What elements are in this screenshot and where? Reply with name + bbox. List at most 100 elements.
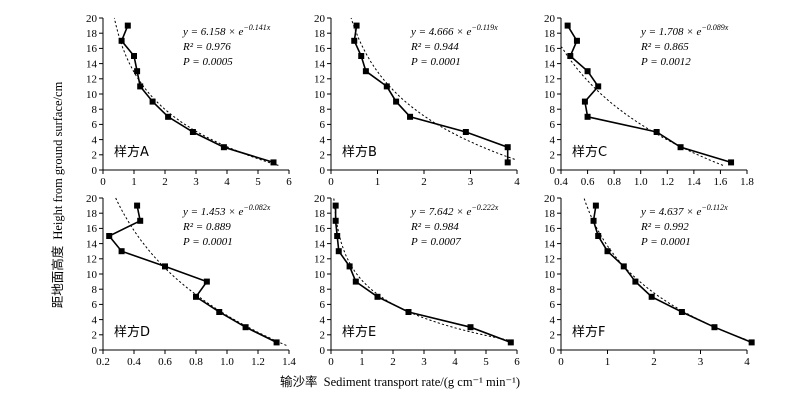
y-tick-label: 8 [92,104,98,116]
y-tick-label: 2 [92,150,98,162]
x-tick-label: 0 [328,176,334,188]
y-tick-label: 0 [320,345,326,357]
data-point [374,293,381,300]
y-tick-label: 14 [86,238,98,250]
data-point [242,324,249,331]
fit-equation-main: y = 1.708 × e [640,26,701,38]
x-tick-label: 1 [131,176,137,188]
y-tick-label: 20 [544,13,556,25]
data-point [353,22,360,29]
data-point [118,37,125,44]
y-tick-label: 2 [550,330,556,342]
data-point [595,83,602,90]
y-tick-label: 12 [544,74,555,86]
y-tick-label: 8 [320,284,326,296]
y-tick-label: 6 [92,119,98,131]
y-tick-label: 14 [544,238,556,250]
y-tick-label: 14 [544,58,556,70]
y-tick-label: 0 [320,165,326,177]
data-point [134,202,141,209]
y-tick-label: 4 [320,134,326,146]
p-value: P = 0.0001 [640,236,691,248]
data-point [351,37,358,44]
x-tick-label: 0.6 [581,176,595,188]
y-tick-label: 18 [314,28,326,40]
data-point [590,217,597,224]
r-squared: R² = 0.984 [410,221,459,233]
data-point [137,83,144,90]
p-value: P = 0.0001 [410,56,461,68]
fit-equation: y = 7.642 × e−0.222x [410,203,499,218]
data-point [595,233,602,239]
y-tick-label: 14 [86,58,98,70]
data-point [106,233,113,239]
data-point [332,202,339,209]
y-tick-label: 18 [544,208,556,220]
x-tick-label: 1.4 [687,176,701,188]
panel-label: 样方A [114,144,149,160]
y-tick-label: 20 [86,193,98,205]
x-tick-label: 6 [514,356,520,368]
x-tick-label: 1.4 [282,356,296,368]
y-tick-label: 20 [86,13,98,25]
data-point [165,113,172,120]
fit-curve [350,17,515,160]
data-point [137,217,144,224]
x-tick-label: 1.8 [740,176,754,188]
data-point [149,98,156,105]
y-tick-label: 12 [314,254,325,266]
observed-line [592,205,752,344]
y-axis-title-cn: 距地面高度 [50,245,65,308]
p-value: P = 0.0012 [640,56,691,68]
data-point [346,263,353,270]
x-tick-label: 2 [162,176,168,188]
x-tick-label: 5 [255,176,261,188]
y-tick-label: 18 [86,28,98,40]
data-point [648,293,655,300]
fit-equation-exponent: −0.222x [471,203,498,212]
y-tick-label: 14 [314,58,326,70]
data-point [358,53,365,59]
y-tick-label: 16 [544,43,556,55]
data-point [584,68,591,75]
fit-equation-exponent: −0.141x [243,23,270,32]
x-tick-label: 4 [744,356,750,368]
data-point [567,53,574,59]
panel-label: 样方B [342,144,377,160]
observed-line [353,25,509,163]
observed-line [334,205,512,344]
data-point [653,129,660,135]
x-tick-label: 0.8 [607,176,621,188]
data-point [189,129,196,135]
data-point [216,309,223,315]
y-tick-label: 10 [544,89,556,101]
y-tick-label: 10 [314,269,326,281]
x-tick-label: 2 [390,356,396,368]
fit-equation-main: y = 4.666 × e [410,26,471,38]
data-point [407,113,414,120]
y-tick-label: 0 [92,165,98,177]
x-tick-label: 0 [328,356,334,368]
y-tick-label: 12 [544,254,555,266]
x-tick-label: 0.4 [127,356,141,368]
panel-label: 样方C [572,144,607,160]
data-point [573,37,580,44]
fit-curve [583,197,746,340]
data-point [131,53,137,59]
y-tick-label: 6 [320,119,326,131]
y-tick-label: 20 [544,193,556,205]
x-tick-label: 0.6 [158,356,172,368]
fit-equation: y = 6.158 × e−0.141x [182,23,271,38]
panel-label: 样方F [572,324,605,340]
observed-line [107,205,277,344]
data-point [632,278,639,285]
fit-equation: y = 4.666 × e−0.119x [410,23,498,38]
y-tick-label: 0 [550,165,556,177]
r-squared: R² = 0.889 [182,221,231,233]
fit-equation-exponent: −0.119x [471,23,498,32]
x-tick-label: 1.2 [660,176,674,188]
y-tick-label: 10 [314,89,326,101]
